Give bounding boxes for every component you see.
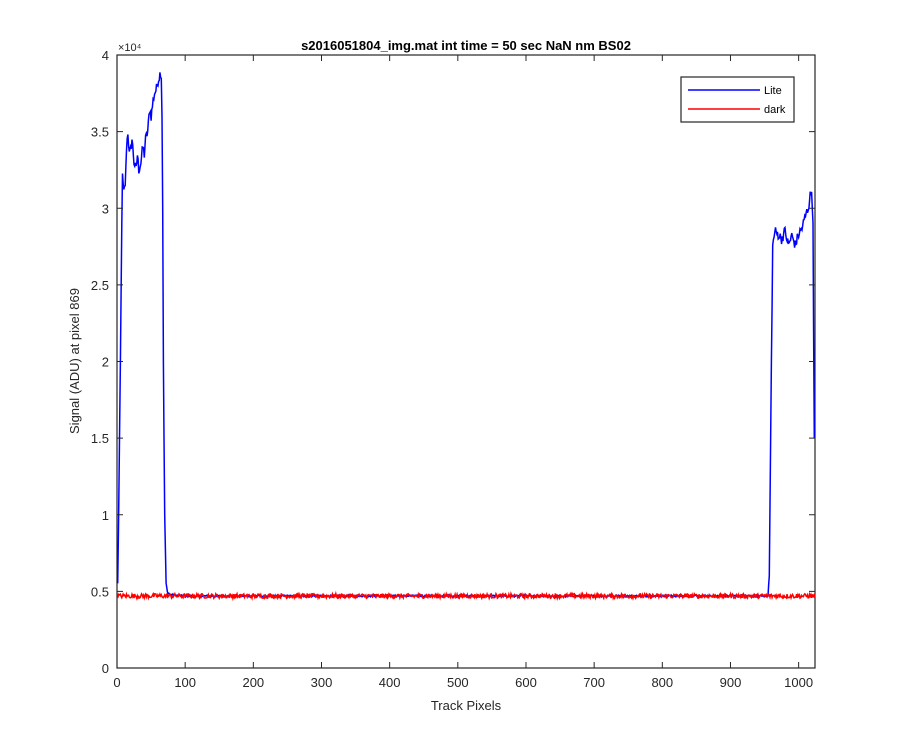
y-exponent-label: ×10⁴ <box>118 42 142 54</box>
chart-title: s2016051804_img.mat int time = 50 sec Na… <box>301 38 631 53</box>
plot-area <box>116 54 816 669</box>
x-axis-label: Track Pixels <box>431 698 502 713</box>
legend: Lite dark <box>680 76 795 123</box>
x-tick-label: 800 <box>651 675 673 690</box>
y-tick-label: 4 <box>102 48 109 63</box>
y-tick-label: 1 <box>102 508 109 523</box>
x-tick-label: 700 <box>583 675 605 690</box>
y-tick-label: 3 <box>102 201 109 216</box>
y-tick-label: 0 <box>102 661 109 676</box>
legend-label-dark: dark <box>764 104 786 116</box>
series-lines <box>116 72 816 602</box>
y-tick-label: 1.5 <box>91 431 109 446</box>
x-tick-label: 300 <box>311 675 333 690</box>
x-tick-label: 600 <box>515 675 537 690</box>
x-tick-label: 200 <box>242 675 264 690</box>
series-line-dark <box>116 590 816 602</box>
x-tick-label: 500 <box>447 675 469 690</box>
x-tick-label: 900 <box>720 675 742 690</box>
x-tick-label: 400 <box>379 675 401 690</box>
y-tick-label: 2 <box>102 355 109 370</box>
x-tick-label: 100 <box>174 675 196 690</box>
y-axis-label: Signal (ADU) at pixel 869 <box>67 288 82 434</box>
legend-label-lite: Lite <box>764 85 782 97</box>
y-tick-label: 2.5 <box>91 278 109 293</box>
x-tick-label: 1000 <box>784 675 813 690</box>
axis-ticks <box>116 54 815 669</box>
y-tick-label: 3.5 <box>91 125 109 140</box>
legend-box <box>680 76 795 123</box>
y-tick-label: 0.5 <box>91 584 109 599</box>
tick-labels: 0 100 200 300 400 500 600 700 800 900 1000 0 0.5 1 1.5… <box>91 48 813 690</box>
x-tick-label: 0 <box>113 675 120 690</box>
